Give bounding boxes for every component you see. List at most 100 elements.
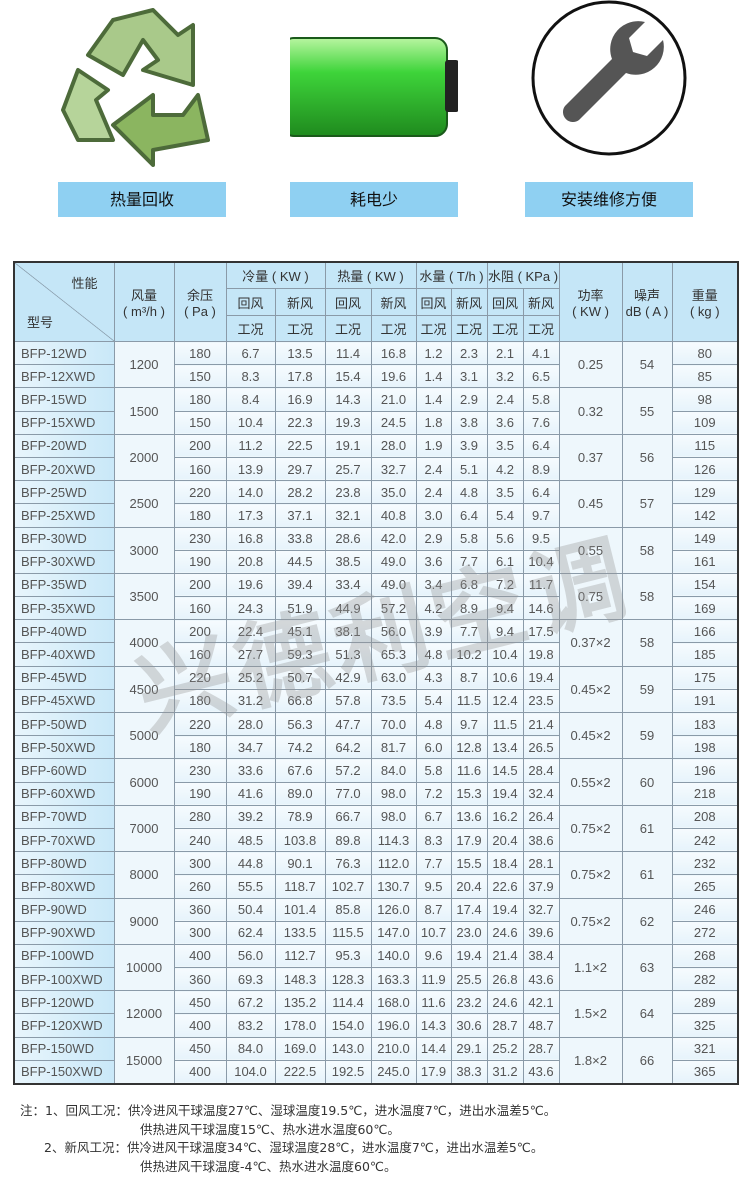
cell-model: BFP-60XWD bbox=[13, 781, 115, 806]
header-sub-condition: 工况 bbox=[274, 314, 326, 343]
cell-weight: 126 bbox=[671, 456, 739, 482]
header-unit: ( m³/h ) bbox=[123, 304, 165, 319]
header-sub: 回风 bbox=[324, 288, 372, 316]
cell-weight: 325 bbox=[671, 1013, 739, 1038]
cell-weight: 129 bbox=[671, 480, 739, 505]
header-sub: 回风 bbox=[225, 288, 276, 316]
cell-resistance-return: 9.4 bbox=[486, 596, 524, 621]
cell-water-return: 6.7 bbox=[415, 804, 452, 829]
cell-pressure: 200 bbox=[173, 433, 227, 458]
cell-cooling-fresh: 66.8 bbox=[274, 688, 326, 714]
cell-noise: 58 bbox=[621, 619, 673, 667]
cell-resistance-return: 19.4 bbox=[486, 781, 524, 806]
cell-weight: 80 bbox=[671, 340, 739, 366]
header-text: 余压 bbox=[186, 288, 213, 303]
cell-power: 0.45×2 bbox=[558, 665, 623, 714]
cell-weight: 218 bbox=[671, 781, 739, 806]
cell-water-return: 3.9 bbox=[415, 619, 452, 644]
cell-water-fresh: 2.9 bbox=[450, 387, 488, 412]
cell-cooling-return: 22.4 bbox=[225, 619, 276, 644]
cell-heating-fresh: 98.0 bbox=[370, 804, 417, 829]
cell-cooling-fresh: 101.4 bbox=[274, 897, 326, 922]
cell-cooling-fresh: 118.7 bbox=[274, 874, 326, 899]
header-unit: ( Pa ) bbox=[184, 304, 216, 319]
cell-resistance-return: 10.6 bbox=[486, 665, 524, 690]
cell-resistance-return: 2.4 bbox=[486, 387, 524, 412]
cell-model: BFP-50XWD bbox=[13, 735, 115, 760]
cell-water-fresh: 4.8 bbox=[450, 480, 488, 505]
cell-resistance-return: 6.1 bbox=[486, 549, 524, 574]
cell-heating-fresh: 28.0 bbox=[370, 433, 417, 458]
cell-weight: 198 bbox=[671, 735, 739, 760]
cell-cooling-return: 41.6 bbox=[225, 781, 276, 806]
table-row: BFP-12XWD 150 8.3 17.8 15.4 19.6 1.4 3.1 3.2 6.5 8… bbox=[13, 364, 739, 389]
cell-airflow: 6000 bbox=[113, 758, 175, 806]
notes: 注：1、回风工况：供冷进风干球温度27℃、湿球温度19.5℃，进水温度7℃，进出… bbox=[20, 1102, 556, 1176]
cell-water-fresh: 23.2 bbox=[450, 990, 488, 1015]
cell-model: BFP-25XWD bbox=[13, 503, 115, 528]
cell-cooling-return: 28.0 bbox=[225, 711, 276, 737]
cell-cooling-fresh: 56.3 bbox=[274, 711, 326, 737]
cell-heating-return: 102.7 bbox=[324, 874, 372, 899]
cell-resistance-fresh: 6.5 bbox=[522, 364, 560, 389]
note-line: 供热进风干球温度-4℃、热水进水温度60℃。 bbox=[140, 1158, 397, 1174]
cell-cooling-return: 33.6 bbox=[225, 758, 276, 783]
cell-noise: 56 bbox=[621, 433, 673, 482]
cell-resistance-fresh: 28.1 bbox=[522, 851, 560, 876]
cell-weight: 161 bbox=[671, 549, 739, 574]
cell-water-return: 14.4 bbox=[415, 1036, 452, 1061]
cell-resistance-return: 12.4 bbox=[486, 688, 524, 714]
cell-weight: 242 bbox=[671, 827, 739, 853]
cell-weight: 183 bbox=[671, 711, 739, 737]
cell-heating-return: 47.7 bbox=[324, 711, 372, 737]
cell-heating-return: 38.5 bbox=[324, 549, 372, 574]
cell-noise: 58 bbox=[621, 526, 673, 574]
cell-pressure: 450 bbox=[173, 1036, 227, 1061]
cell-heating-fresh: 126.0 bbox=[370, 897, 417, 922]
spec-table: 性能 型号 风量( m³/h ) 余压( Pa ) 冷量 ( KW ) 热量 (… bbox=[13, 261, 739, 1085]
cell-power: 0.37 bbox=[558, 433, 623, 482]
cell-water-return: 4.8 bbox=[415, 711, 452, 737]
cell-noise: 62 bbox=[621, 897, 673, 945]
cell-weight: 85 bbox=[671, 364, 739, 389]
cell-water-fresh: 5.1 bbox=[450, 456, 488, 482]
cell-cooling-return: 48.5 bbox=[225, 827, 276, 853]
cell-pressure: 180 bbox=[173, 387, 227, 412]
cell-power: 0.75×2 bbox=[558, 897, 623, 945]
header-text: 噪声 bbox=[633, 288, 660, 303]
cell-resistance-fresh: 10.4 bbox=[522, 549, 560, 574]
cell-heating-fresh: 65.3 bbox=[370, 642, 417, 667]
cell-cooling-return: 84.0 bbox=[225, 1036, 276, 1061]
cell-pressure: 360 bbox=[173, 967, 227, 992]
cell-pressure: 400 bbox=[173, 1013, 227, 1038]
cell-weight: 208 bbox=[671, 804, 739, 829]
cell-water-return: 5.8 bbox=[415, 758, 452, 783]
cell-airflow: 7000 bbox=[113, 804, 175, 853]
cell-cooling-return: 44.8 bbox=[225, 851, 276, 876]
cell-weight: 196 bbox=[671, 758, 739, 783]
cell-water-fresh: 19.4 bbox=[450, 943, 488, 969]
cell-weight: 109 bbox=[671, 410, 739, 435]
cell-heating-return: 89.8 bbox=[324, 827, 372, 853]
cell-model: BFP-100WD bbox=[13, 943, 115, 969]
cell-cooling-return: 50.4 bbox=[225, 897, 276, 922]
table-row: BFP-70XWD 240 48.5 103.8 89.8 114.3 8.3 17.9 20.… bbox=[13, 827, 739, 853]
table-row: BFP-15WD 1500 180 8.4 16.9 14.3 21.0 1.4 2.9 2.4 5… bbox=[13, 387, 739, 435]
cell-noise: 66 bbox=[621, 1036, 673, 1085]
cell-power: 0.75×2 bbox=[558, 851, 623, 899]
cell-heating-return: 51.3 bbox=[324, 642, 372, 667]
cell-water-return: 7.7 bbox=[415, 851, 452, 876]
cell-power: 1.5×2 bbox=[558, 990, 623, 1038]
cell-pressure: 190 bbox=[173, 549, 227, 574]
header-sub-condition: 工况 bbox=[324, 314, 372, 343]
cell-resistance-fresh: 17.5 bbox=[522, 619, 560, 644]
cell-power: 1.8×2 bbox=[558, 1036, 623, 1085]
header-corner: 性能 型号 bbox=[13, 261, 115, 342]
cell-noise: 59 bbox=[621, 665, 673, 714]
header-weight: 重量( kg ) bbox=[671, 261, 739, 342]
cell-weight: 272 bbox=[671, 920, 739, 945]
table-row: BFP-80WD 8000 300 44.8 90.1 76.3 112.0 7.7 15.5 1… bbox=[13, 851, 739, 899]
cell-heating-fresh: 163.3 bbox=[370, 967, 417, 992]
cell-water-return: 9.5 bbox=[415, 874, 452, 899]
